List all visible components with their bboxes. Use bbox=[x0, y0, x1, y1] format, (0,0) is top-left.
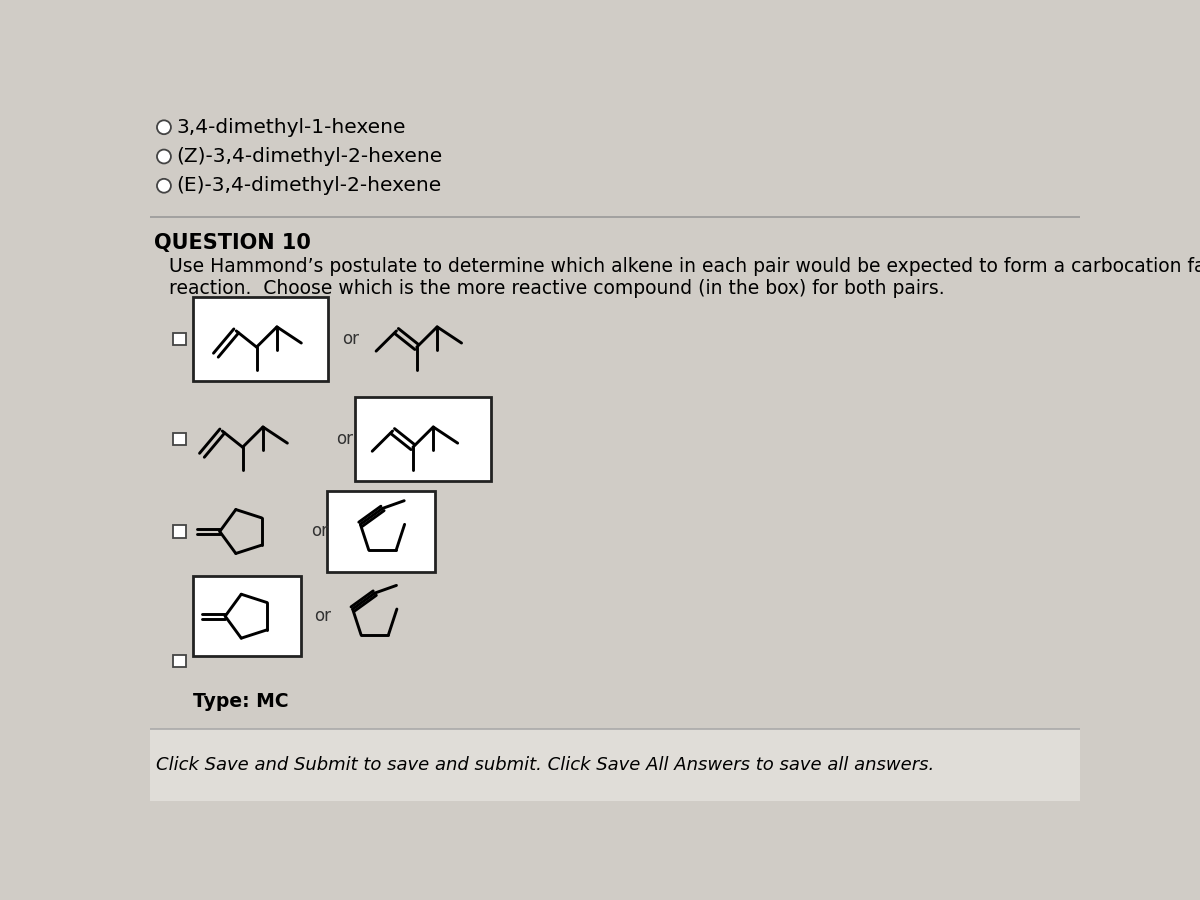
Circle shape bbox=[157, 149, 170, 164]
Bar bbox=[173, 433, 186, 446]
Bar bbox=[193, 576, 301, 656]
Text: (Z)-3,4-dimethyl-2-hexene: (Z)-3,4-dimethyl-2-hexene bbox=[176, 147, 443, 166]
Text: Click Save and Submit to save and submit. Click Save All Answers to save all ans: Click Save and Submit to save and submit… bbox=[156, 756, 935, 774]
Circle shape bbox=[157, 121, 170, 134]
Text: QUESTION 10: QUESTION 10 bbox=[154, 233, 311, 253]
Bar bbox=[193, 297, 329, 382]
Text: or: or bbox=[311, 523, 329, 541]
Text: or: or bbox=[314, 608, 331, 625]
Bar bbox=[173, 333, 186, 346]
Text: Type: MC: Type: MC bbox=[193, 692, 288, 711]
Text: 3,4-dimethyl-1-hexene: 3,4-dimethyl-1-hexene bbox=[176, 118, 406, 137]
Text: Use Hammond’s postulate to determine which alkene in each pair would be expected: Use Hammond’s postulate to determine whi… bbox=[169, 257, 1200, 299]
Text: or: or bbox=[336, 430, 353, 448]
Circle shape bbox=[157, 179, 170, 193]
Bar bbox=[173, 526, 186, 537]
Bar bbox=[173, 654, 186, 667]
Bar bbox=[150, 729, 1080, 801]
Text: (E)-3,4-dimethyl-2-hexene: (E)-3,4-dimethyl-2-hexene bbox=[176, 176, 442, 195]
Bar bbox=[355, 397, 491, 482]
Text: or: or bbox=[342, 330, 359, 348]
Bar bbox=[326, 491, 436, 572]
